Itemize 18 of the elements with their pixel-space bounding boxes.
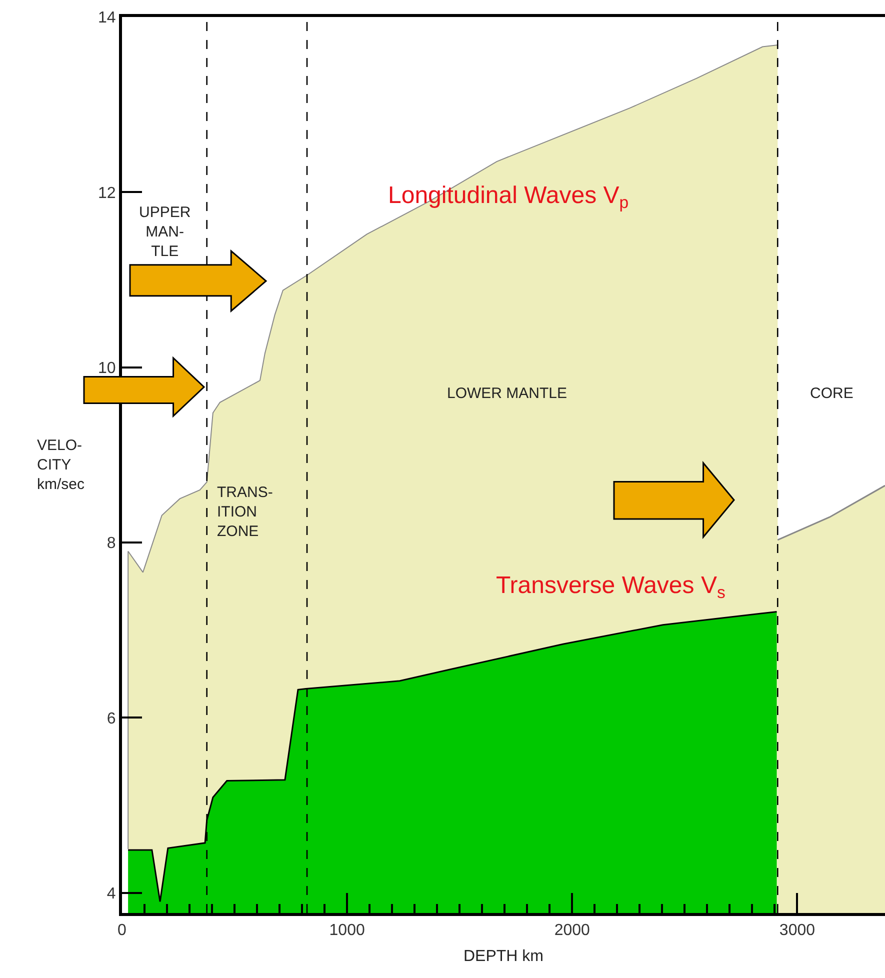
y-tick-label: 14	[98, 10, 116, 27]
x-tick-label: 3000	[779, 922, 816, 940]
y-tick-label: 12	[98, 184, 116, 202]
x-tick-label: 2000	[554, 922, 590, 940]
annotation: CORE	[810, 385, 854, 402]
x-axis-title: DEPTH km	[464, 948, 544, 965]
series-label: Longitudinal Waves V$_{p}$	[388, 182, 629, 212]
y-tick-label: 10	[98, 360, 116, 377]
y-tick-label: 8	[106, 535, 116, 552]
y-tick-label: 4	[106, 885, 116, 902]
y-tick-label: 6	[106, 710, 116, 728]
annotation: UPPER MAN- TLE	[139, 204, 191, 260]
annotation: TRANS- ITION ZONE	[217, 484, 273, 540]
x-tick-label: 1000	[329, 922, 365, 940]
series-label: Transverse Waves V$_{s}$	[496, 572, 726, 602]
annotation: LOWER MANTLE	[447, 385, 568, 402]
y-axis-title: VELO- CITY km/sec	[37, 437, 86, 493]
x-tick-label: 0	[118, 922, 127, 940]
